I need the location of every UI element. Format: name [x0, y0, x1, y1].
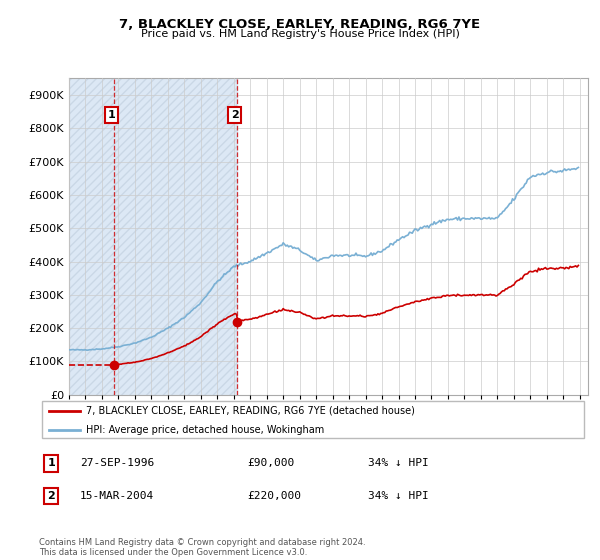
Text: Contains HM Land Registry data © Crown copyright and database right 2024.
This d: Contains HM Land Registry data © Crown c… — [39, 538, 365, 557]
Text: 15-MAR-2004: 15-MAR-2004 — [80, 491, 154, 501]
Text: 1: 1 — [108, 110, 116, 120]
Text: 1: 1 — [47, 458, 55, 468]
Text: 7, BLACKLEY CLOSE, EARLEY, READING, RG6 7YE (detached house): 7, BLACKLEY CLOSE, EARLEY, READING, RG6 … — [86, 405, 415, 416]
Text: Price paid vs. HM Land Registry's House Price Index (HPI): Price paid vs. HM Land Registry's House … — [140, 29, 460, 39]
Text: 34% ↓ HPI: 34% ↓ HPI — [368, 458, 429, 468]
Bar — [69, 78, 237, 395]
Text: 34% ↓ HPI: 34% ↓ HPI — [368, 491, 429, 501]
Text: 7, BLACKLEY CLOSE, EARLEY, READING, RG6 7YE: 7, BLACKLEY CLOSE, EARLEY, READING, RG6 … — [119, 18, 481, 31]
Text: 27-SEP-1996: 27-SEP-1996 — [80, 458, 154, 468]
Text: £90,000: £90,000 — [248, 458, 295, 468]
Bar — [69, 78, 237, 395]
Text: HPI: Average price, detached house, Wokingham: HPI: Average price, detached house, Woki… — [86, 424, 324, 435]
Text: 2: 2 — [231, 110, 239, 120]
Text: £220,000: £220,000 — [248, 491, 302, 501]
FancyBboxPatch shape — [42, 401, 584, 438]
Text: 2: 2 — [47, 491, 55, 501]
